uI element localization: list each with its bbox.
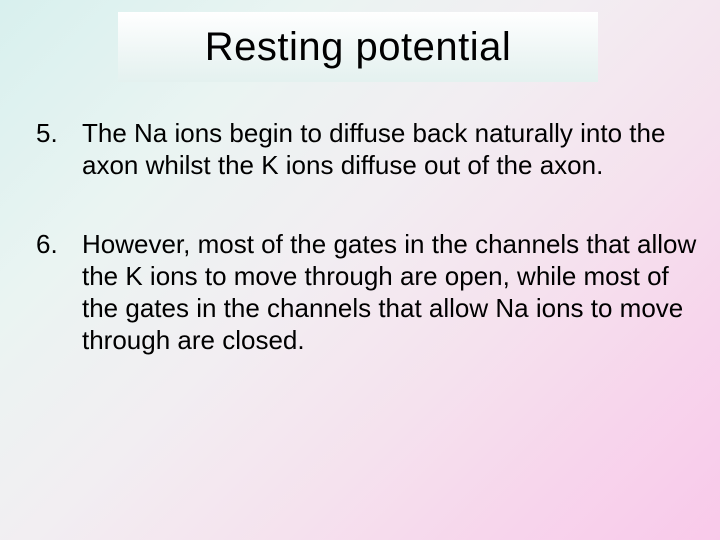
list-item-text: However, most of the gates in the channe… [82, 229, 700, 356]
content-list: 5. The Na ions begin to diffuse back nat… [34, 118, 700, 404]
list-item: 6. However, most of the gates in the cha… [34, 229, 700, 356]
list-item-number: 6. [34, 229, 82, 260]
slide: Resting potential 5. The Na ions begin t… [0, 0, 720, 540]
list-item: 5. The Na ions begin to diffuse back nat… [34, 118, 700, 181]
list-item-text: The Na ions begin to diffuse back natura… [82, 118, 700, 181]
list-item-number: 5. [34, 118, 82, 149]
title-box: Resting potential [118, 12, 598, 82]
slide-title: Resting potential [205, 25, 511, 70]
